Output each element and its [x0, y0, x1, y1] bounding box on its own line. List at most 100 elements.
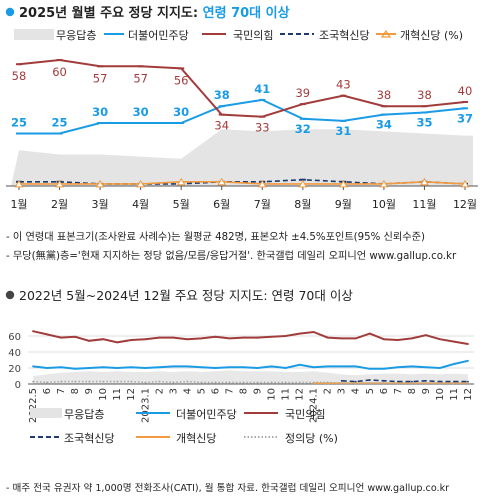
point-더불어민주당-bottom [425, 366, 427, 369]
top-x-tick-label: 8월 [294, 198, 311, 211]
note-sample-size: - 이 연령대 표본크기(조사완료 사례수)는 월평균 482명, 표본오차 ±… [6, 230, 425, 243]
point-조국혁신당-bottom [410, 380, 413, 383]
legend-label-no-party: 무응답층 [56, 29, 96, 42]
point-더불어민주당-bottom [172, 365, 175, 368]
point-국민의힘-bottom [270, 335, 273, 338]
data-label-국민의힘: 57 [133, 71, 148, 85]
data-label-더불어민주당: 25 [52, 116, 68, 130]
point-정의당-bottom [32, 380, 34, 383]
point-국민의힘-bottom [102, 338, 105, 341]
point-정의당-bottom [410, 382, 413, 385]
point-정의당-bottom [396, 382, 399, 385]
point-국민의힘-bottom [130, 339, 133, 341]
point-국민의힘-bottom [158, 336, 161, 339]
area-no-party [11, 129, 473, 186]
point-국민의힘-bottom [326, 336, 329, 339]
point-정의당-bottom [298, 381, 301, 384]
point-국민의힘-bottom [46, 333, 48, 336]
legend-label-ppp-bottom: 국민의힘 [285, 408, 325, 421]
point-국민의힘-bottom [144, 338, 147, 341]
bottom-x-tick-label: 10 [435, 388, 446, 401]
point-정의당-bottom [439, 382, 441, 385]
point-더불어민주당-bottom [326, 365, 329, 368]
point-국민의힘-bottom [354, 337, 357, 340]
data-label-더불어민주당: 30 [92, 105, 108, 119]
point-국민의힘-bottom [74, 335, 76, 338]
bottom-x-tick-label: 8 [238, 388, 249, 394]
top-x-tick-label: 10월 [372, 198, 396, 211]
point-개혁신당 [14, 179, 24, 188]
top-chart-title: 2025년 월별 주요 정당 지지도: 연령 70대 이상 [19, 5, 290, 21]
point-정의당-bottom [130, 380, 133, 383]
point-정의당-bottom [228, 381, 231, 384]
point-조국혁신당-bottom [340, 379, 343, 382]
point-국민의힘-bottom [172, 336, 175, 339]
top-x-tick-label: 6월 [213, 198, 230, 211]
data-label-국민의힘: 58 [12, 69, 27, 83]
point-국민의힘-bottom [467, 343, 469, 345]
line-국민의힘 [18, 58, 466, 118]
point-더불어민주당-bottom [158, 366, 161, 369]
top-x-tick-label: 5월 [173, 198, 190, 211]
point-국민의힘-bottom [368, 332, 371, 335]
data-label-더불어민주당: 38 [214, 88, 230, 102]
point-더불어민주당-bottom [200, 366, 203, 369]
point-국민의힘-bottom [298, 332, 301, 335]
bottom-x-tick-label: 9 [253, 388, 264, 394]
bottom-x-tick-label: 11 [281, 388, 292, 401]
point-정의당-bottom [312, 381, 315, 384]
data-label-더불어민주당: 31 [335, 124, 351, 138]
point-정의당-bottom [214, 381, 217, 384]
legend-swatch-no-party [14, 29, 54, 40]
point-정의당-bottom [116, 380, 119, 383]
point-더불어민주당-bottom [284, 367, 287, 369]
line-더불어민주당 [19, 98, 466, 135]
top-legend: 무응답층 더불어민주당 국민의힘 조국혁신당 개혁신당 (%) [14, 29, 463, 42]
point-조국혁신당-bottom [382, 379, 385, 382]
point-정의당-bottom [102, 380, 105, 383]
point-더불어민주당-bottom [46, 367, 48, 369]
point-더불어민주당-bottom [396, 366, 399, 369]
point-국민의힘-bottom [453, 340, 455, 343]
legend-label-ppp: 국민의힘 [233, 29, 273, 42]
data-label-더불어민주당: 30 [173, 105, 189, 119]
data-label-국민의힘: 40 [458, 84, 473, 98]
top-x-tick-label: 7월 [254, 198, 271, 211]
data-label-국민의힘: 56 [174, 73, 189, 87]
point-정의당-bottom [60, 380, 62, 383]
point-개혁신당 [460, 179, 470, 188]
point-더불어민주당-bottom [102, 366, 105, 369]
point-더불어민주당-bottom [116, 367, 119, 369]
data-label-국민의힘: 39 [295, 86, 310, 100]
bottom-x-tick-label: 12 [126, 388, 137, 401]
point-개혁신당 [257, 179, 267, 188]
point-정의당-bottom [242, 381, 245, 384]
bottom-x-tick-label: 3 [337, 388, 348, 394]
point-정의당-bottom [186, 380, 189, 383]
point-더불어민주당-bottom [382, 367, 385, 370]
line-더불어민주당-bottom [32, 359, 469, 370]
top-x-tick-label: 2월 [51, 198, 68, 211]
bottom-x-tick-label: 6 [42, 388, 53, 394]
top-x-tick-label: 12월 [453, 198, 477, 211]
point-정의당-bottom [270, 381, 273, 384]
bottom-x-tick-label: 5 [365, 388, 376, 394]
point-더불어민주당-bottom [467, 359, 469, 362]
line-국민의힘-bottom [32, 330, 469, 345]
point-국민의힘-bottom [242, 336, 245, 339]
data-label-국민의힘: 34 [214, 119, 229, 133]
bottom-x-tick-label: 11 [449, 388, 460, 401]
point-더불어민주당-bottom [74, 367, 76, 370]
data-label-더불어민주당: 35 [416, 116, 432, 130]
point-더불어민주당-bottom [228, 366, 231, 369]
point-개혁신당 [95, 179, 105, 188]
point-조국혁신당-bottom [467, 380, 469, 383]
bottom-x-tick-label: 8 [407, 388, 418, 394]
data-label-더불어민주당: 25 [11, 116, 27, 130]
point-더불어민주당-bottom [270, 365, 273, 368]
point-국민의힘-bottom [425, 334, 427, 337]
point-조국혁신당-bottom [368, 379, 371, 381]
point-더불어민주당-bottom [256, 367, 259, 369]
point-정의당-bottom [382, 382, 385, 385]
